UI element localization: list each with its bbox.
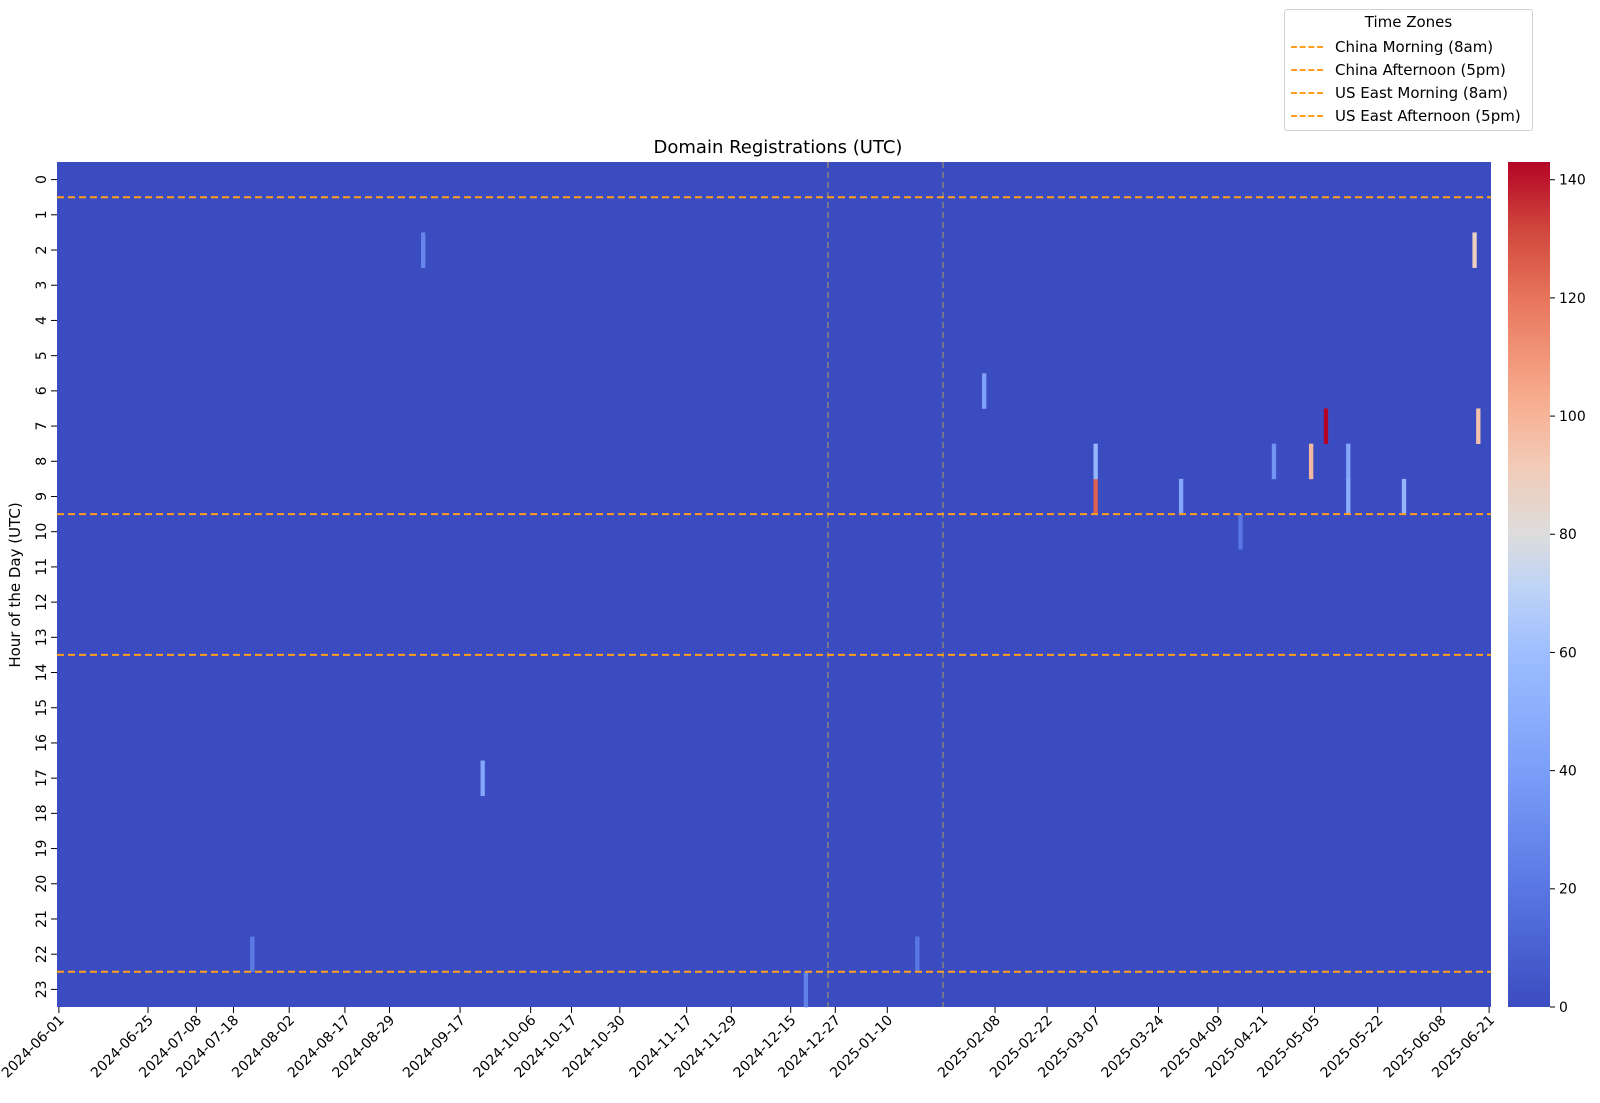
- y-tick-label: 17: [34, 769, 50, 787]
- y-tick-label: 2: [34, 246, 50, 255]
- heatmap-cell: [803, 971, 809, 1008]
- x-tick-label: 2025-05-22: [1318, 1013, 1387, 1082]
- y-tick-label: 14: [34, 664, 50, 682]
- colorbar-tick-label: 20: [1559, 882, 1577, 898]
- heatmap-cells: [250, 232, 1481, 1008]
- heatmap-cell: [1238, 514, 1243, 550]
- colorbar-axis: 0 20 40 60 80 100 120 140: [1550, 173, 1586, 1016]
- y-tick-label: 8: [34, 457, 50, 466]
- legend: Time Zones China Morning (8am) China Aft…: [1284, 9, 1533, 131]
- heatmap-cell: [1476, 408, 1481, 444]
- colorbar-tick-label: 100: [1559, 409, 1586, 425]
- legend-swatch: [1291, 115, 1323, 117]
- heatmap-cell: [480, 760, 485, 797]
- y-tick-label: 5: [34, 351, 50, 360]
- y-tick-label: 19: [34, 840, 50, 858]
- legend-item-china-afternoon: China Afternoon (5pm): [1291, 60, 1506, 80]
- x-axis: 2024-06-01 2024-06-252024-07-082024-07-18…: [0, 1007, 1498, 1081]
- y-tick-label: 0: [34, 175, 50, 184]
- legend-label: US East Morning (8am): [1335, 84, 1508, 102]
- colorbar-tick-label: 120: [1559, 291, 1586, 307]
- heatmap-cell: [1346, 478, 1351, 515]
- x-tick-label: 2025-03-24: [1098, 1012, 1167, 1081]
- y-tick-label: 15: [34, 699, 50, 717]
- colorbar: [1508, 162, 1550, 1007]
- y-axis-label: Hour of the Day (UTC): [6, 502, 24, 667]
- heatmap-cell: [982, 373, 987, 409]
- x-tick-label: 2024-09-17: [400, 1013, 469, 1082]
- legend-item-us-east-afternoon: US East Afternoon (5pm): [1291, 106, 1521, 126]
- colorbar-tick-label: 80: [1559, 527, 1577, 543]
- y-tick-label: 18: [34, 804, 50, 822]
- heatmap-cell: [1401, 478, 1407, 515]
- heatmap-cell: [1271, 443, 1277, 480]
- heatmap-cell: [1093, 443, 1098, 480]
- heatmap-cell: [1472, 232, 1477, 268]
- chart-title: Domain Registrations (UTC): [654, 137, 903, 158]
- heatmap-cell: [1178, 478, 1184, 515]
- colorbar-tick-label: 140: [1559, 173, 1586, 189]
- y-tick-label: 3: [34, 281, 50, 290]
- y-tick-label: 6: [34, 386, 50, 395]
- heatmap-cell: [1323, 408, 1329, 444]
- legend-item-china-morning: China Morning (8am): [1291, 37, 1493, 57]
- legend-swatch: [1291, 69, 1323, 71]
- heatmap-cell: [1308, 443, 1314, 480]
- y-tick-label: 21: [34, 910, 50, 928]
- colorbar-tick-label: 0: [1559, 1000, 1568, 1016]
- y-tick-label: 12: [34, 593, 50, 611]
- heatmap-cell: [250, 936, 255, 973]
- vertical-reference-lines: [827, 162, 944, 1007]
- heatmap-cell: [421, 232, 426, 268]
- y-tick-label: 10: [34, 523, 50, 541]
- y-tick-label: 7: [34, 422, 50, 431]
- y-tick-label: 16: [34, 734, 50, 752]
- y-tick-label: 9: [34, 492, 50, 501]
- y-tick-label: 4: [34, 316, 50, 325]
- heatmap-cell: [1093, 478, 1098, 515]
- legend-swatch: [1291, 92, 1323, 94]
- legend-label: China Afternoon (5pm): [1335, 61, 1506, 79]
- x-tick-label: 2024-06-01: [0, 1013, 68, 1082]
- y-tick-label: 1: [34, 210, 50, 219]
- legend-label: US East Afternoon (5pm): [1335, 107, 1521, 125]
- horizontal-reference-lines: [57, 196, 1491, 973]
- colorbar-tick-label: 60: [1559, 645, 1577, 661]
- heatmap-cell: [1346, 443, 1351, 480]
- y-tick-label: 23: [34, 980, 50, 998]
- colorbar-tick-label: 40: [1559, 764, 1577, 780]
- heatmap-background: [57, 162, 1491, 1007]
- legend-swatch: [1291, 46, 1323, 48]
- legend-label: China Morning (8am): [1335, 38, 1494, 56]
- y-tick-label: 11: [34, 558, 50, 576]
- y-tick-label: 20: [34, 875, 50, 893]
- heatmap-cell: [915, 936, 920, 973]
- legend-title: Time Zones: [1364, 13, 1453, 31]
- y-tick-label: 22: [34, 945, 50, 963]
- legend-item-us-east-morning: US East Morning (8am): [1291, 83, 1508, 103]
- y-tick-label: 13: [34, 628, 50, 646]
